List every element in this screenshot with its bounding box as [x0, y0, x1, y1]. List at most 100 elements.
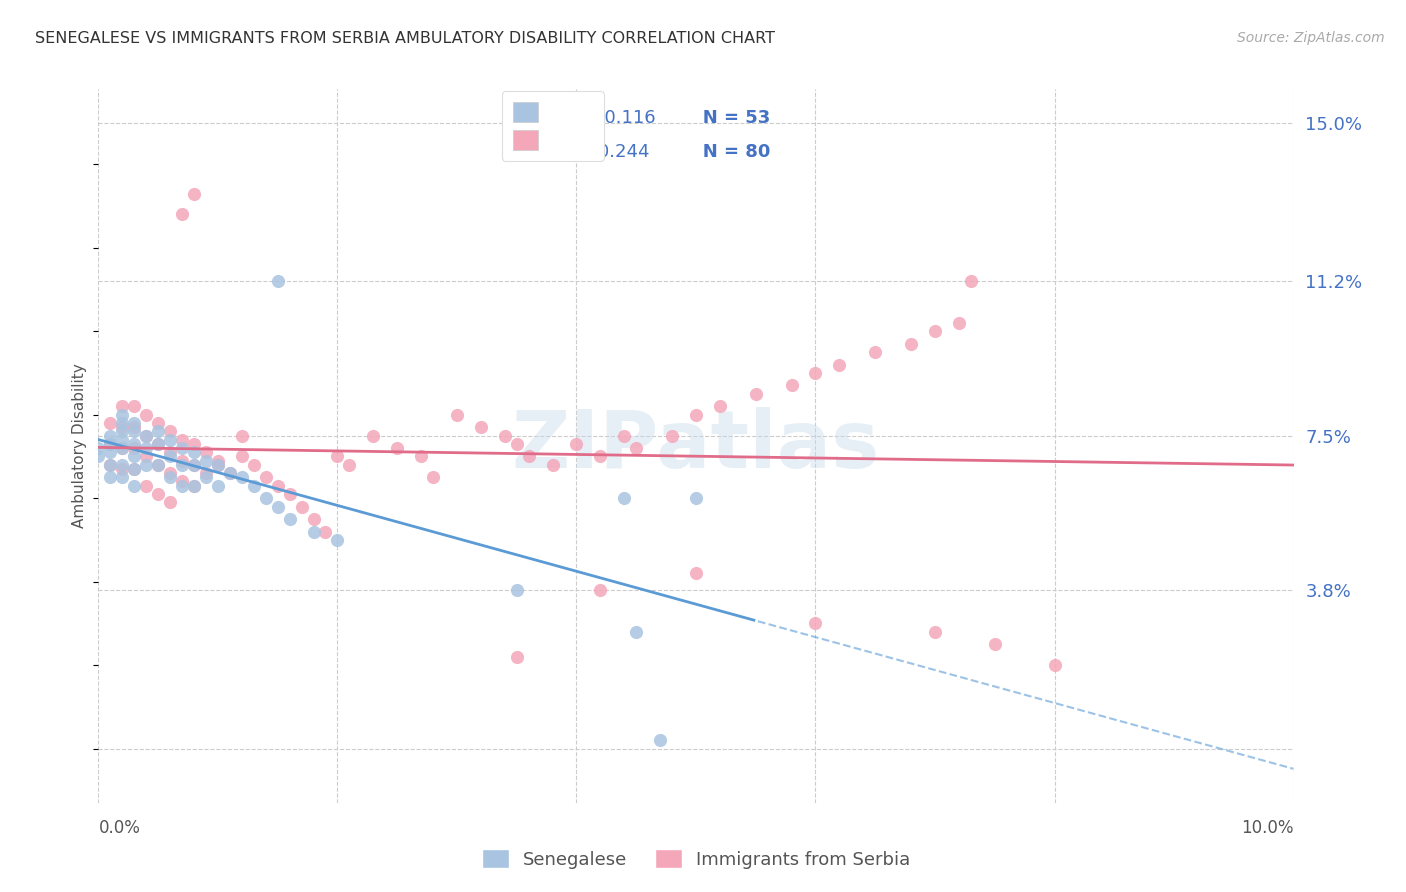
Point [865, 345, 887, 359]
Point [195, 445, 218, 459]
Y-axis label: Ambulatory Disability: Ambulatory Disability [72, 364, 87, 528]
Point [207, 453, 229, 467]
Point [183, 458, 205, 472]
Point [135, 428, 157, 442]
Point [87, 450, 110, 464]
Point [172, 475, 194, 489]
Point [124, 420, 146, 434]
Point [506, 582, 529, 597]
Point [172, 207, 194, 221]
Point [326, 450, 349, 464]
Point [100, 437, 122, 451]
Point [780, 378, 803, 392]
Text: SENEGALESE VS IMMIGRANTS FROM SERBIA AMBULATORY DISABILITY CORRELATION CHART: SENEGALESE VS IMMIGRANTS FROM SERBIA AMB… [35, 31, 775, 46]
Point [159, 495, 181, 509]
Point [100, 428, 122, 442]
Point [111, 458, 134, 472]
Point [302, 524, 325, 539]
Point [159, 445, 181, 459]
Point [111, 470, 134, 484]
Point [339, 458, 360, 472]
Point [111, 400, 134, 414]
Point [195, 470, 218, 484]
Point [111, 462, 134, 476]
Point [291, 500, 314, 514]
Point [111, 441, 134, 455]
Point [960, 274, 983, 288]
Point [135, 428, 157, 442]
Point [148, 458, 170, 472]
Point [422, 470, 444, 484]
Point [172, 458, 194, 472]
Point [100, 458, 122, 472]
Point [446, 408, 468, 422]
Text: N = 53: N = 53 [685, 109, 770, 127]
Point [685, 491, 707, 505]
Point [159, 433, 181, 447]
Point [124, 441, 146, 455]
Text: R = 0.244: R = 0.244 [558, 143, 650, 161]
Point [541, 458, 564, 472]
Point [100, 458, 122, 472]
Point [100, 470, 122, 484]
Point [148, 437, 170, 451]
Point [183, 478, 205, 492]
Point [924, 324, 946, 338]
Point [613, 491, 636, 505]
Point [135, 450, 157, 464]
Point [267, 274, 290, 288]
Point [984, 637, 1007, 651]
Point [363, 428, 385, 442]
Point [195, 453, 218, 467]
Point [183, 437, 205, 451]
Point [172, 478, 194, 492]
Point [195, 466, 218, 480]
Point [100, 416, 122, 430]
Point [267, 500, 290, 514]
Point [243, 458, 266, 472]
Text: ZIPatlas: ZIPatlas [512, 407, 880, 485]
Point [148, 437, 170, 451]
Point [172, 433, 194, 447]
Point [207, 458, 229, 472]
Point [100, 445, 122, 459]
Point [661, 428, 683, 442]
Point [517, 450, 540, 464]
Point [148, 487, 170, 501]
Point [315, 524, 337, 539]
Point [159, 470, 181, 484]
Point [183, 445, 205, 459]
Point [207, 478, 229, 492]
Point [254, 491, 277, 505]
Point [172, 453, 194, 467]
Point [385, 441, 409, 455]
Point [148, 425, 170, 439]
Point [709, 400, 731, 414]
Point [804, 616, 827, 631]
Point [924, 624, 946, 639]
Point [278, 487, 301, 501]
Point [183, 186, 205, 201]
Text: 10.0%: 10.0% [1241, 820, 1294, 838]
Point [124, 462, 146, 476]
Point [124, 478, 146, 492]
Point [159, 450, 181, 464]
Point [219, 466, 242, 480]
Point [267, 478, 290, 492]
Text: N = 80: N = 80 [685, 143, 770, 161]
Point [626, 441, 648, 455]
Point [650, 733, 672, 747]
Legend: Senegalese, Immigrants from Serbia: Senegalese, Immigrants from Serbia [474, 842, 918, 876]
Point [111, 425, 134, 439]
Point [111, 433, 134, 447]
Point [148, 416, 170, 430]
Point [1043, 658, 1066, 673]
Point [494, 428, 516, 442]
Point [172, 441, 194, 455]
Point [207, 458, 229, 472]
Point [111, 408, 134, 422]
Point [183, 478, 205, 492]
Text: R = -0.116: R = -0.116 [558, 109, 655, 127]
Point [565, 437, 588, 451]
Point [148, 458, 170, 472]
